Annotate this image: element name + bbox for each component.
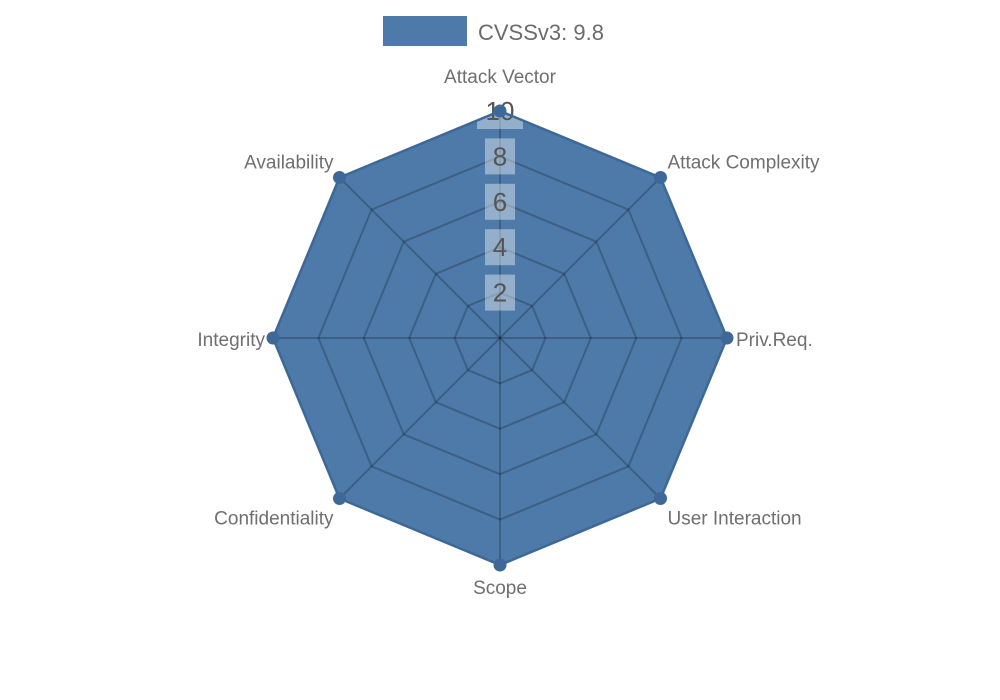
radar-spoke [499, 176, 662, 339]
radar-spoke [338, 176, 501, 339]
radar-area[interactable] [273, 111, 727, 565]
axis-label-integrity: Integrity [197, 330, 265, 351]
axis-label-priv-req: Priv.Req. [736, 330, 813, 351]
radar-grid-ring [362, 200, 638, 476]
tick-label: 6 [493, 187, 507, 217]
radar-marker[interactable] [333, 492, 346, 505]
axis-label-confidentiality: Confidentiality [214, 509, 334, 530]
tick-label: 4 [493, 232, 507, 262]
radar-marker[interactable] [493, 558, 507, 572]
radar-spoke [338, 337, 501, 500]
tick-label: 2 [493, 278, 507, 308]
radar-marker[interactable] [493, 104, 507, 118]
radar-grid-ring [408, 246, 592, 430]
legend[interactable]: CVSSv3: 9.8 [383, 16, 604, 46]
radar-grid-ring [317, 155, 683, 521]
axis-label-availability: Availability [244, 153, 334, 174]
radar-marker[interactable] [654, 492, 667, 505]
radar-marker[interactable] [720, 331, 734, 345]
tick-backdrop [485, 183, 515, 220]
tick-label: 8 [493, 141, 507, 171]
radar-marker[interactable] [266, 331, 280, 345]
axis-label-user-interaction: User Interaction [668, 509, 802, 530]
axis-label-attack-complexity: Attack Complexity [668, 153, 821, 174]
legend-swatch[interactable] [383, 16, 467, 46]
radar-marker[interactable] [654, 171, 667, 184]
axis-label-attack-vector: Attack Vector [444, 67, 557, 88]
radar-spoke [499, 337, 662, 500]
tick-backdrop [485, 274, 515, 311]
tick-backdrop [485, 138, 515, 175]
radar-marker[interactable] [333, 171, 346, 184]
legend-label[interactable]: CVSSv3: 9.8 [478, 20, 604, 45]
radar-grid-ring [453, 291, 547, 385]
tick-backdrop [485, 229, 515, 266]
axis-label-scope: Scope [473, 578, 527, 599]
